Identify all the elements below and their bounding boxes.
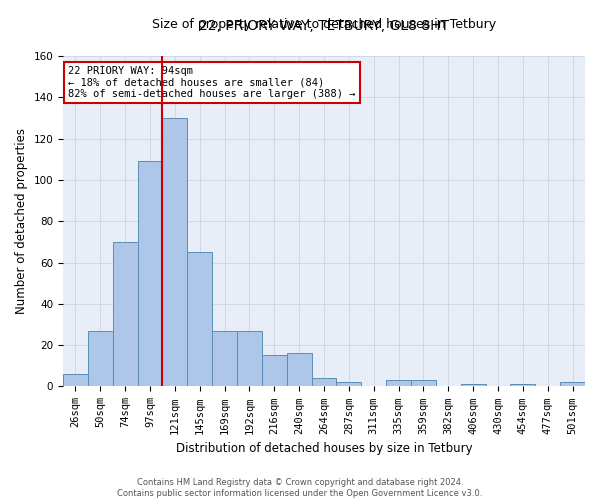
Text: Contains HM Land Registry data © Crown copyright and database right 2024.
Contai: Contains HM Land Registry data © Crown c… bbox=[118, 478, 482, 498]
Bar bbox=[560, 382, 585, 386]
Bar bbox=[187, 252, 212, 386]
Bar bbox=[287, 354, 311, 386]
Bar bbox=[311, 378, 337, 386]
Bar bbox=[461, 384, 485, 386]
Bar bbox=[262, 356, 287, 386]
Bar bbox=[337, 382, 361, 386]
Y-axis label: Number of detached properties: Number of detached properties bbox=[15, 128, 28, 314]
Bar bbox=[511, 384, 535, 386]
Bar bbox=[113, 242, 137, 386]
Bar bbox=[386, 380, 411, 386]
Bar bbox=[63, 374, 88, 386]
X-axis label: Distribution of detached houses by size in Tetbury: Distribution of detached houses by size … bbox=[176, 442, 472, 455]
Bar bbox=[163, 118, 187, 386]
Text: 22 PRIORY WAY: 94sqm
← 18% of detached houses are smaller (84)
82% of semi-detac: 22 PRIORY WAY: 94sqm ← 18% of detached h… bbox=[68, 66, 356, 99]
Bar bbox=[237, 330, 262, 386]
Bar bbox=[411, 380, 436, 386]
Bar bbox=[212, 330, 237, 386]
Bar bbox=[88, 330, 113, 386]
Text: 22, PRIORY WAY, TETBURY, GL8 8HT: 22, PRIORY WAY, TETBURY, GL8 8HT bbox=[199, 19, 449, 33]
Title: Size of property relative to detached houses in Tetbury: Size of property relative to detached ho… bbox=[152, 18, 496, 31]
Bar bbox=[137, 162, 163, 386]
